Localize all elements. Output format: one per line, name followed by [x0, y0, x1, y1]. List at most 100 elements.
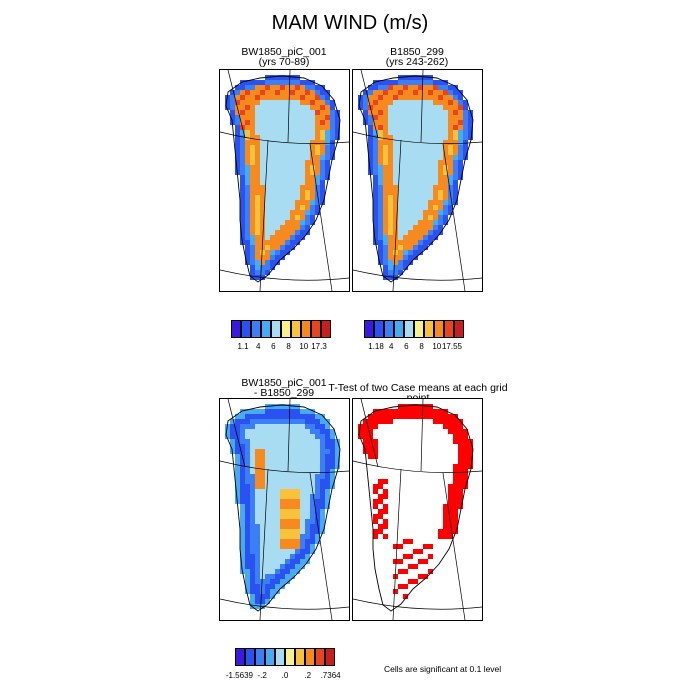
- grid-cell: [398, 125, 403, 130]
- grid-cell: [260, 434, 265, 439]
- grid-cell: [260, 260, 265, 265]
- grid-cell: [428, 90, 433, 95]
- grid-cell: [275, 115, 280, 120]
- grid-cell: [250, 494, 255, 499]
- grid-cell: [280, 459, 285, 464]
- grid-cell: [408, 235, 413, 240]
- grid-cell: [305, 160, 310, 165]
- colorbar-tick-label: 17.3: [311, 342, 327, 351]
- grid-cell: [295, 524, 300, 529]
- grid-cell: [418, 80, 423, 85]
- grid-cell: [245, 215, 250, 220]
- grid-cell: [398, 190, 403, 195]
- grid-cell: [433, 110, 438, 115]
- grid-cell: [403, 175, 408, 180]
- grid-cell: [240, 85, 245, 90]
- grid-cell: [305, 459, 310, 464]
- significant-cell: [378, 409, 383, 414]
- significant-cell: [373, 519, 378, 524]
- grid-cell: [408, 120, 413, 125]
- grid-cell: [275, 444, 280, 449]
- significant-cell: [408, 564, 413, 569]
- grid-cell: [280, 220, 285, 225]
- grid-cell: [310, 220, 315, 225]
- significant-cell: [453, 419, 458, 424]
- grid-cell: [250, 125, 255, 130]
- grid-cell: [270, 549, 275, 554]
- grid-cell: [305, 469, 310, 474]
- grid-cell: [290, 489, 295, 494]
- grid-cell: [363, 115, 368, 120]
- grid-cell: [270, 265, 275, 270]
- grid-cell: [320, 459, 325, 464]
- grid-cell: [403, 140, 408, 145]
- grid-cell: [373, 145, 378, 150]
- grid-cell: [305, 215, 310, 220]
- grid-cell: [438, 215, 443, 220]
- grid-cell: [295, 205, 300, 210]
- significant-cell: [373, 424, 378, 429]
- grid-cell: [285, 544, 290, 549]
- grid-cell: [315, 489, 320, 494]
- grid-cell: [413, 170, 418, 175]
- grid-cell: [428, 120, 433, 125]
- colorbar-swatch: [315, 648, 325, 666]
- grid-cell: [300, 519, 305, 524]
- grid-cell: [335, 125, 340, 130]
- grid-cell: [373, 100, 378, 105]
- grid-cell: [418, 110, 423, 115]
- grid-cell: [378, 155, 383, 160]
- grid-cell: [320, 125, 325, 130]
- grid-cell: [285, 205, 290, 210]
- significant-cell: [443, 509, 448, 514]
- grid-cell: [295, 569, 300, 574]
- grid-cell: [295, 474, 300, 479]
- grid-cell: [388, 80, 393, 85]
- grid-cell: [413, 200, 418, 205]
- grid-cell: [310, 130, 315, 135]
- grid-cell: [275, 469, 280, 474]
- grid-cell: [373, 120, 378, 125]
- grid-cell: [250, 215, 255, 220]
- grid-cell: [265, 110, 270, 115]
- grid-cell: [315, 444, 320, 449]
- grid-cell: [388, 160, 393, 165]
- grid-cell: [290, 484, 295, 489]
- grid-cell: [270, 90, 275, 95]
- grid-cell: [330, 469, 335, 474]
- grid-cell: [250, 419, 255, 424]
- grid-cell: [280, 125, 285, 130]
- grid-cell: [423, 115, 428, 120]
- grid-cell: [280, 250, 285, 255]
- grid-cell: [428, 130, 433, 135]
- panel3-title-line1: BW1850_piC_001: [241, 377, 327, 389]
- grid-cell: [285, 569, 290, 574]
- grid-cell: [255, 409, 260, 414]
- significant-cell: [458, 489, 463, 494]
- grid-cell: [363, 105, 368, 110]
- grid-cell: [270, 145, 275, 150]
- colorbar-swatch: [364, 320, 374, 338]
- grid-cell: [428, 125, 433, 130]
- grid-cell: [250, 115, 255, 120]
- significant-cell: [363, 424, 368, 429]
- grid-cell: [428, 80, 433, 85]
- grid-cell: [255, 424, 260, 429]
- grid-cell: [468, 120, 473, 125]
- grid-cell: [255, 594, 260, 599]
- grid-cell: [260, 230, 265, 235]
- grid-cell: [438, 155, 443, 160]
- grid-cell: [255, 210, 260, 215]
- grid-cell: [260, 190, 265, 195]
- grid-cell: [443, 140, 448, 145]
- grid-cell: [398, 245, 403, 250]
- grid-cell: [250, 499, 255, 504]
- grid-cell: [408, 165, 413, 170]
- grid-cell: [373, 85, 378, 90]
- grid-cell: [305, 150, 310, 155]
- grid-cell: [265, 569, 270, 574]
- grid-cell: [290, 454, 295, 459]
- significant-cell: [423, 414, 428, 419]
- grid-cell: [285, 125, 290, 130]
- grid-cell: [458, 115, 463, 120]
